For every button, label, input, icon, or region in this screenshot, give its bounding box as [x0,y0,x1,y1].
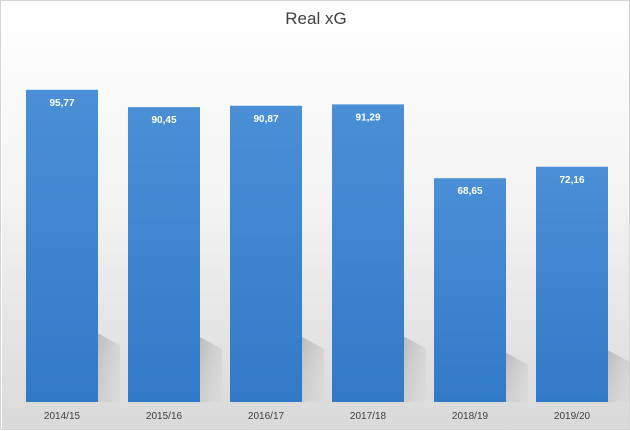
bar-2014-15 [26,89,98,403]
x-tick-label: 2019/20 [554,411,591,422]
x-tick-label: 2017/18 [350,411,387,422]
data-label: 95,77 [49,98,74,109]
x-tick-label: 2014/15 [44,411,81,422]
x-tick-label: 2018/19 [452,411,489,422]
bar-shadow [608,350,630,402]
bar-2016-17 [230,105,302,403]
chart-title: Real xG [285,9,346,28]
x-axis-ticks: 2014/15 2015/16 2016/17 2017/18 2018/19 2019/… [44,411,591,422]
bar-2015-16 [128,107,200,403]
x-tick-label: 2016/17 [248,411,285,422]
bar-2019-20 [536,166,608,402]
bar-shadow [404,336,426,402]
data-label: 68,65 [457,186,482,197]
bar-series [26,89,608,403]
bar-2017-18 [332,104,404,403]
value-labels: 95,77 90,45 90,87 91,29 68,65 72,16 [49,98,584,197]
data-label: 90,87 [253,114,278,125]
data-label: 90,45 [151,115,176,126]
bar-shadow [98,333,120,402]
x-tick-label: 2015/16 [146,411,183,422]
bar-shadow [302,336,324,402]
bar-shadow [200,337,222,402]
bar-shadow [506,352,528,402]
data-label: 72,16 [559,175,584,186]
data-label: 91,29 [355,112,380,123]
bar-2018-19 [434,178,506,402]
bar-shadows [98,333,630,402]
